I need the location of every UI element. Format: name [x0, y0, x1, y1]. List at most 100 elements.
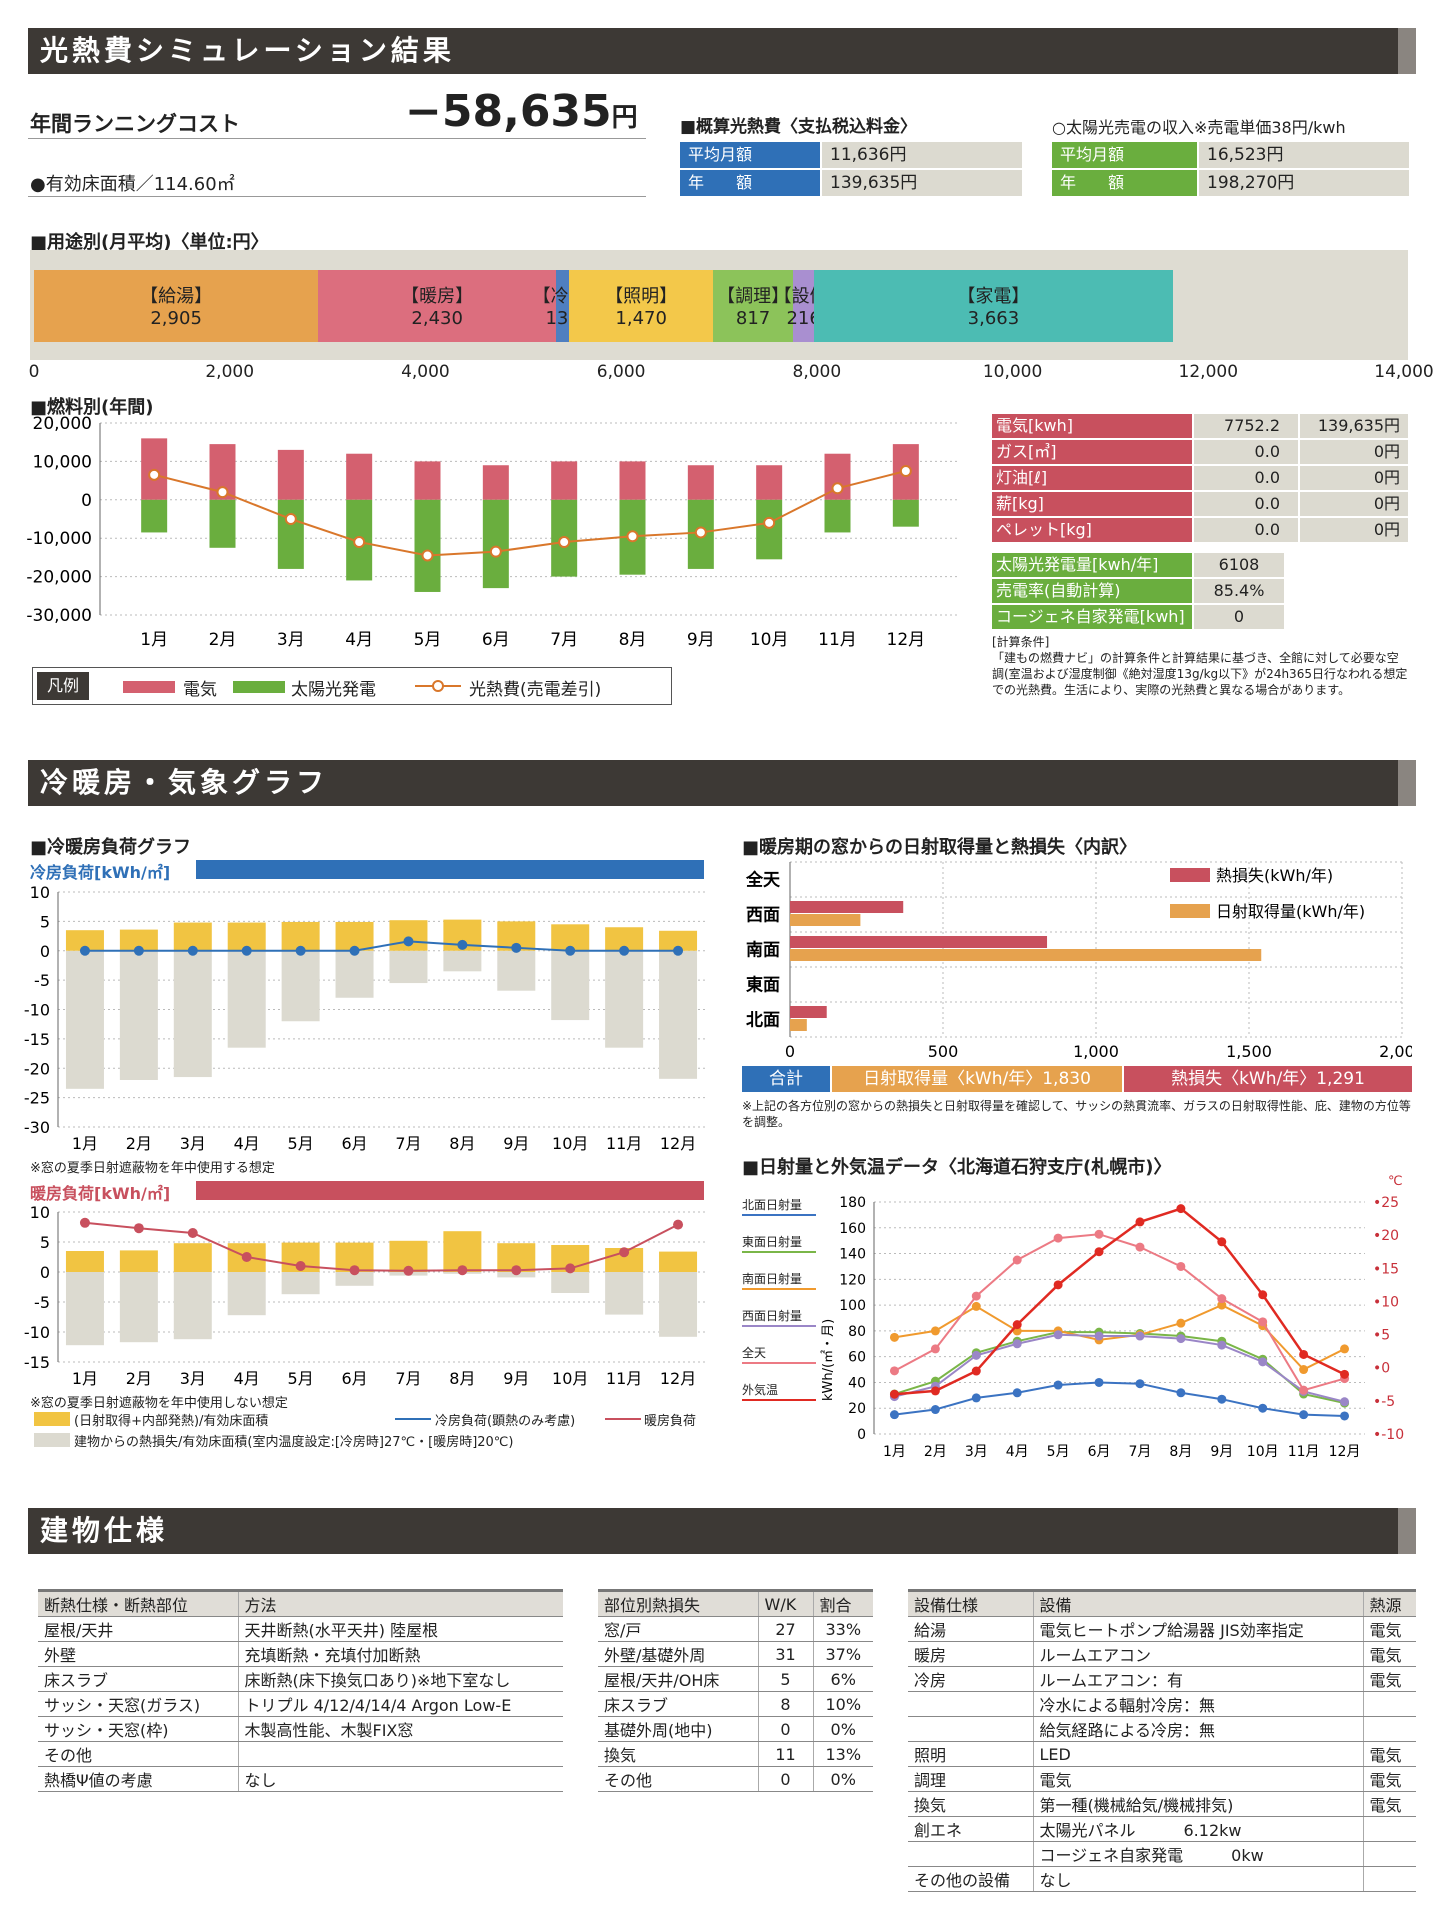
x-tick: 11月 — [606, 1134, 642, 1153]
x-tick: 11月 — [818, 630, 857, 650]
weather-legend-line — [742, 1288, 816, 1290]
load-point — [673, 945, 684, 956]
bar-loss — [281, 950, 320, 1022]
table-cell: 熱橋Ψ値の考慮 — [38, 1766, 238, 1792]
section-header-spec: 建物仕様 — [28, 1508, 1416, 1554]
x-tick: 10月 — [552, 1134, 588, 1153]
load-point — [187, 945, 198, 956]
legend-gain-swatch — [1170, 904, 1210, 918]
table-cell — [908, 1841, 1033, 1867]
weather-point — [930, 1405, 940, 1415]
table-cell: 給湯 — [908, 1616, 1033, 1642]
weather-legend-line — [742, 1214, 816, 1216]
y-tick: 20,000 — [33, 415, 92, 434]
y-tick: -30,000 — [26, 606, 92, 626]
bar-solar — [482, 499, 509, 589]
window-totals: 合計 日射取得量〈kWh/年〉1,830 熱損失〈kWh/年〉1,291 — [742, 1066, 1412, 1092]
fuel-row-qty: 0.0 — [1194, 466, 1298, 490]
cost-line — [153, 470, 907, 557]
bar-loss — [65, 1272, 104, 1346]
section-header-graphs: 冷暖房・気象グラフ — [28, 760, 1416, 806]
y2-tick: •5 — [1373, 1328, 1390, 1344]
weather-point — [1135, 1242, 1145, 1252]
table-cell — [1362, 1716, 1416, 1742]
x-tick: 6月 — [341, 1134, 367, 1153]
y-tick: -5 — [34, 1293, 50, 1312]
table-cell: 調理 — [908, 1766, 1033, 1792]
x-tick: 8月 — [449, 1134, 475, 1153]
table-cell: 創エネ — [908, 1816, 1033, 1842]
table-cell: 33% — [812, 1616, 873, 1642]
y-tick: 10 — [30, 883, 50, 902]
weather-line — [894, 1207, 1346, 1396]
bar-gain — [65, 930, 104, 951]
weather-point — [971, 1366, 981, 1376]
table-cell: 電気ヒートポンプ給湯器 JIS効率指定 — [1032, 1616, 1363, 1642]
weather-point — [1094, 1331, 1104, 1341]
bar-gain — [659, 1251, 698, 1272]
fuel-row-cost: 0円 — [1300, 440, 1408, 464]
calc-note: 「建もの燃費ナビ」の計算条件と計算結果に基づき、全館に対して必要な空調(室温およ… — [992, 651, 1408, 697]
weather-point — [889, 1410, 899, 1420]
usage-segment-value: 3,663 — [967, 308, 1020, 329]
fuel-row-qty: 0.0 — [1194, 440, 1298, 464]
table-cell: 天井断熱(水平天井) 陸屋根 — [237, 1616, 563, 1642]
fuel-legend: 凡例 電気 太陽光発電 光熱費(売電差引) — [32, 667, 672, 705]
solar-monthly-label: 平均月額 — [1052, 142, 1197, 168]
table-row: 屋根/天井/OH床 5 6% — [598, 1666, 873, 1692]
cooling-title: ■冷暖房負荷グラフ — [30, 837, 192, 858]
table-cell: 換気 — [598, 1741, 758, 1767]
solar-row-label: 売電率(自動計算) — [992, 579, 1192, 603]
legend-elec: 電気 — [183, 680, 217, 700]
weather-line — [894, 1333, 1345, 1403]
load-point — [187, 1228, 198, 1238]
weather-title: ■日射量と外気温データ〈北海道石狩支庁(札幌市)〉 — [742, 1157, 1172, 1178]
legend-cost: 光熱費(売電差引) — [469, 680, 602, 700]
x-tick: 7月 — [1128, 1444, 1151, 1460]
y-tick: 100 — [839, 1298, 866, 1314]
table-cell: 屋根/天井 — [38, 1616, 238, 1642]
cost-title: ■概算光熱費〈支払税込料金〉 — [680, 117, 918, 137]
legend-loss-swatch — [1170, 868, 1210, 882]
bar-loss — [281, 1272, 320, 1295]
calc-note-title: [計算条件] — [992, 635, 1050, 649]
x-tick: 1,500 — [1226, 1042, 1272, 1061]
table-row: コージェネ自家発電 0kw — [908, 1841, 1416, 1867]
load-line — [84, 940, 679, 952]
x-tick: 9月 — [1210, 1444, 1233, 1460]
weather-point — [1176, 1204, 1186, 1214]
bar-solar — [209, 499, 236, 548]
usage-axis-tick: 8,000 — [792, 362, 842, 382]
table-cell: 電気 — [1362, 1641, 1416, 1667]
table-cell — [1362, 1816, 1416, 1842]
table-cell — [237, 1741, 563, 1767]
table-cell: 暖房 — [908, 1641, 1033, 1667]
table-cell: ルームエアコン：有 — [1032, 1666, 1363, 1692]
weather-point — [971, 1301, 981, 1311]
weather-point — [1258, 1290, 1268, 1300]
loss-total: 熱損失〈kWh/年〉1,291 — [1124, 1066, 1412, 1092]
bar-elec — [687, 465, 714, 500]
dir-label: 北面 — [746, 1011, 780, 1031]
table-row: 床スラブ 8 10% — [598, 1691, 873, 1717]
table-cell: 電気 — [1362, 1766, 1416, 1792]
y2-tick: •0 — [1373, 1361, 1390, 1377]
x-tick: 9月 — [687, 630, 715, 650]
load-point — [511, 942, 522, 953]
load-point — [619, 1247, 630, 1258]
table-cell: 照明 — [908, 1741, 1033, 1767]
usage-segment-value: 1,470 — [615, 308, 667, 329]
table-cell: 太陽光パネル 6.12kw — [1032, 1816, 1363, 1842]
table-row: 給湯 電気ヒートポンプ給湯器 JIS効率指定 電気 — [908, 1616, 1416, 1642]
table-cell: 6% — [812, 1666, 873, 1692]
weather-point — [1340, 1344, 1350, 1354]
y-tick: 0 — [40, 942, 50, 961]
table-cell: コージェネ自家発電 0kw — [1032, 1841, 1363, 1867]
y2-tick: •10 — [1373, 1294, 1399, 1310]
table-cell: その他 — [38, 1741, 238, 1767]
bar-loss — [227, 950, 266, 1048]
running-cost-value: −58,635円 — [405, 86, 638, 137]
x-tick: 8月 — [1169, 1444, 1192, 1460]
x-tick: 4月 — [345, 630, 373, 650]
table-row: 換気 第一種(機械給気/機械排気) 電気 — [908, 1791, 1416, 1817]
